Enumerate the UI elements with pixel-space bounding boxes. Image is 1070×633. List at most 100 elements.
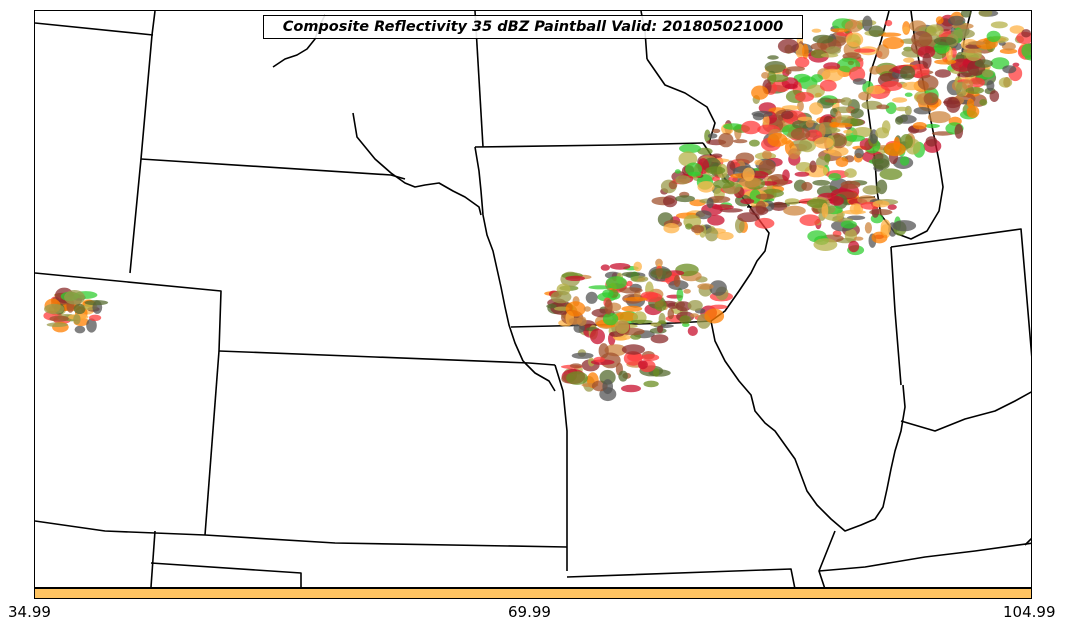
- reflectivity-cell: [795, 56, 810, 68]
- reflectivity-cell: [588, 285, 612, 290]
- reflectivity-cell: [49, 315, 69, 322]
- reflectivity-cell: [829, 121, 840, 128]
- reflectivity-cell: [876, 104, 890, 110]
- reflectivity-cell: [619, 287, 643, 294]
- reflectivity-cell: [602, 289, 614, 298]
- reflectivity-cell: [821, 203, 829, 218]
- reflectivity-cell: [691, 224, 705, 234]
- reflectivity-cell: [630, 275, 649, 283]
- reflectivity-cell: [895, 116, 904, 125]
- reflectivity-cell: [761, 72, 770, 79]
- reflectivity-cell: [621, 344, 646, 355]
- reflectivity-cell: [806, 198, 828, 208]
- reflectivity-cell: [999, 48, 1018, 54]
- reflectivity-cell: [621, 271, 641, 277]
- reflectivity-cell: [764, 61, 786, 73]
- reflectivity-cell: [809, 160, 817, 173]
- reflectivity-cell: [663, 223, 680, 234]
- reflectivity-cell: [986, 80, 995, 91]
- reflectivity-cell: [956, 72, 972, 78]
- reflectivity-cell: [809, 102, 824, 115]
- reflectivity-cell: [858, 91, 872, 101]
- reflectivity-cell: [590, 328, 605, 345]
- reflectivity-cell: [783, 205, 806, 216]
- reflectivity-cell: [812, 34, 834, 44]
- reflectivity-cell: [950, 28, 975, 39]
- reflectivity-cell: [602, 379, 613, 395]
- reflectivity-cell: [641, 354, 660, 361]
- reflectivity-cell: [716, 231, 734, 241]
- reflectivity-cell: [598, 343, 609, 359]
- reflectivity-cell: [835, 157, 849, 168]
- reflectivity-cell: [675, 301, 692, 312]
- reflectivity-cell: [709, 304, 728, 310]
- reflectivity-cell: [688, 171, 702, 177]
- reflectivity-cell: [852, 127, 873, 138]
- map-panel: [34, 10, 1032, 588]
- reflectivity-cell: [876, 179, 888, 195]
- reflectivity-cell: [864, 222, 873, 234]
- reflectivity-cell: [850, 118, 858, 126]
- reflectivity-cell: [668, 180, 678, 190]
- reflectivity-cell: [621, 305, 643, 312]
- reflectivity-cell: [762, 114, 770, 128]
- reflectivity-cell: [871, 231, 888, 244]
- reflectivity-cell: [875, 127, 890, 139]
- reflectivity-cell: [926, 24, 944, 36]
- reflectivity-cell: [687, 300, 703, 311]
- reflectivity-cell: [802, 43, 809, 60]
- reflectivity-cell: [675, 195, 695, 203]
- reflectivity-cell: [811, 74, 823, 83]
- reflectivity-cell: [600, 264, 610, 271]
- reflectivity-cell: [966, 98, 975, 108]
- reflectivity-cell: [901, 81, 923, 91]
- reflectivity-cell: [667, 308, 675, 320]
- reflectivity-cell: [902, 26, 910, 34]
- reflectivity-cell: [754, 217, 775, 229]
- reflectivity-cell: [679, 315, 692, 325]
- reflectivity-cell: [793, 73, 811, 83]
- reflectivity-cell: [933, 36, 957, 46]
- reflectivity-cell: [830, 28, 849, 33]
- reflectivity-cell: [707, 214, 725, 226]
- reflectivity-cell: [657, 325, 664, 333]
- reflectivity-cell: [824, 98, 846, 103]
- reflectivity-cell: [848, 240, 860, 253]
- reflectivity-cell: [709, 280, 727, 296]
- reflectivity-cell: [884, 20, 893, 27]
- reflectivity-cell: [912, 122, 927, 130]
- reflectivity-cell: [814, 137, 834, 149]
- reflectivity-cell: [685, 223, 693, 230]
- reflectivity-cell: [927, 111, 951, 124]
- reflectivity-cell: [711, 204, 734, 210]
- reflectivity-cell: [712, 128, 721, 134]
- reflectivity-cell: [663, 195, 678, 208]
- reflectivity-cell: [737, 212, 760, 223]
- reflectivity-cell: [64, 290, 85, 305]
- reflectivity-cell: [990, 21, 1008, 29]
- reflectivity-cell: [923, 92, 939, 106]
- reflectivity-cell: [844, 135, 865, 142]
- reflectivity-cell: [602, 312, 619, 326]
- colorbar-tick-label: 104.99: [1003, 603, 1056, 621]
- reflectivity-cell: [599, 369, 616, 385]
- reflectivity-cell: [840, 220, 857, 229]
- reflectivity-cell: [1002, 65, 1017, 74]
- reflectivity-cell: [892, 220, 917, 232]
- reflectivity-cell: [866, 85, 886, 95]
- reflectivity-cell: [569, 363, 583, 369]
- reflectivity-cell: [621, 384, 641, 393]
- reflectivity-cell: [650, 334, 669, 344]
- reflectivity-cell: [609, 263, 631, 270]
- reflectivity-cell: [89, 314, 102, 321]
- reflectivity-cell: [755, 193, 775, 200]
- reflectivity-cell: [880, 81, 903, 91]
- reflectivity-cell: [963, 48, 982, 54]
- reflectivity-cell: [723, 123, 744, 130]
- reflectivity-cell: [850, 108, 864, 119]
- reflectivity-cell: [805, 119, 814, 128]
- reflectivity-cell: [876, 44, 890, 60]
- reflectivity-cell: [844, 168, 857, 178]
- reflectivity-cell: [740, 198, 755, 205]
- reflectivity-cell: [935, 16, 944, 25]
